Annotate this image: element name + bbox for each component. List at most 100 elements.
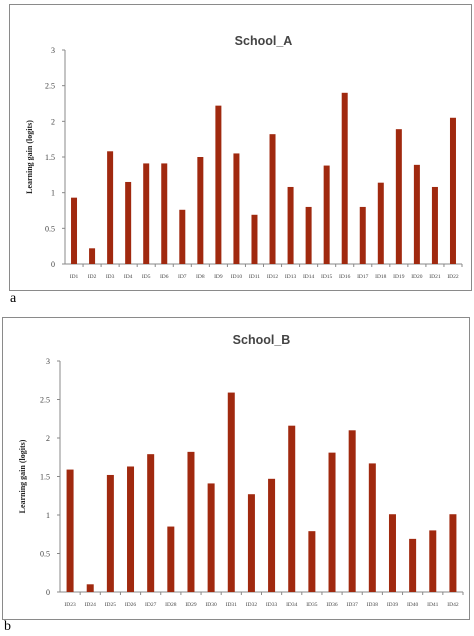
bar-chart-school-b: School_B Learning gain (logits) 0 0.5 1 1.5 2 2… bbox=[18, 333, 464, 608]
bar-id25 bbox=[106, 474, 114, 592]
x-tick-label: ID1 bbox=[70, 274, 79, 280]
chart-panel-school-b: School_B Learning gain (logits) 0 0.5 1 1.5 2 2… bbox=[2, 317, 470, 620]
bar-id10 bbox=[233, 153, 240, 264]
bar-id5 bbox=[143, 163, 150, 264]
x-tick-label: ID26 bbox=[125, 602, 137, 608]
x-tick-label: ID28 bbox=[165, 602, 177, 608]
y-tick-label: 2.5 bbox=[40, 396, 50, 405]
y-tick-label: 0 bbox=[51, 260, 55, 269]
panel-label-b: b bbox=[4, 619, 11, 634]
bar-id2 bbox=[89, 248, 96, 264]
bar-id24 bbox=[86, 584, 94, 592]
bar-id15 bbox=[323, 165, 330, 264]
x-tick-label: ID42 bbox=[447, 602, 459, 608]
x-tick-label: ID19 bbox=[393, 274, 405, 280]
x-tick-label: ID30 bbox=[205, 602, 217, 608]
bar-id30 bbox=[207, 483, 215, 592]
x-tick-label: ID41 bbox=[427, 602, 439, 608]
bar-id4 bbox=[125, 181, 132, 264]
x-tick-label: ID12 bbox=[267, 274, 279, 280]
y-tick-label: 3 bbox=[51, 46, 55, 55]
x-tick-label: ID38 bbox=[367, 602, 379, 608]
bar-id13 bbox=[287, 186, 294, 264]
bar-id36 bbox=[328, 452, 336, 592]
bar-id39 bbox=[388, 514, 396, 592]
panel-label-a: a bbox=[10, 291, 17, 306]
bar-id28 bbox=[167, 526, 175, 592]
x-tick-label: ID33 bbox=[266, 602, 278, 608]
y-tick-label: 0.5 bbox=[45, 224, 55, 233]
x-tick-label: ID35 bbox=[306, 602, 318, 608]
y-axis-label: Learning gain (logits) bbox=[18, 439, 27, 513]
x-tick-label: ID14 bbox=[303, 274, 315, 280]
bar-id21 bbox=[431, 186, 438, 264]
y-tick-label: 2.5 bbox=[45, 82, 55, 91]
bar-id40 bbox=[409, 538, 417, 592]
bar-id19 bbox=[395, 129, 402, 264]
x-tick-label: ID2 bbox=[88, 274, 97, 280]
x-tick-label: ID24 bbox=[85, 602, 97, 608]
chart-title: School_B bbox=[233, 333, 291, 347]
x-tick-label: ID22 bbox=[447, 274, 459, 280]
x-tick-label: ID16 bbox=[339, 274, 351, 280]
x-tick-label: ID6 bbox=[160, 274, 169, 280]
x-tick-label: ID5 bbox=[142, 274, 151, 280]
x-tick-label: ID25 bbox=[105, 602, 117, 608]
x-tick-label: ID4 bbox=[124, 274, 133, 280]
x-tick-label: ID3 bbox=[106, 274, 115, 280]
bar-chart-school-a: School_A Learning gain (logits) 0 0.5 1 1.5 2 2… bbox=[25, 34, 463, 280]
x-tick-label: ID8 bbox=[196, 274, 205, 280]
x-tick-label: ID31 bbox=[226, 602, 238, 608]
bar-id22 bbox=[449, 117, 456, 265]
bar-id38 bbox=[368, 463, 376, 592]
y-tick-label: 3 bbox=[46, 357, 50, 366]
bar-id27 bbox=[147, 454, 155, 592]
y-tick-label: 1 bbox=[46, 511, 50, 520]
x-tick-label: ID34 bbox=[286, 602, 298, 608]
x-tick-label: ID13 bbox=[285, 274, 297, 280]
y-tick-label: 0 bbox=[46, 588, 50, 597]
bar-id11 bbox=[251, 214, 258, 264]
y-tick-label: 2 bbox=[51, 117, 55, 126]
bar-id17 bbox=[359, 206, 366, 264]
x-tick-label: ID17 bbox=[357, 274, 369, 280]
bar-id14 bbox=[305, 206, 312, 264]
chart-panel-school-a: School_A Learning gain (logits) 0 0.5 1 1.5 2 2… bbox=[9, 4, 472, 291]
y-tick-label: 0.5 bbox=[40, 550, 50, 559]
bar-id33 bbox=[268, 478, 276, 592]
x-tick-label: ID15 bbox=[321, 274, 333, 280]
bar-id16 bbox=[341, 92, 348, 264]
x-tick-label: ID27 bbox=[145, 602, 157, 608]
chart-title: School_A bbox=[235, 34, 293, 48]
bar-id20 bbox=[413, 164, 420, 264]
x-tick-label: ID29 bbox=[185, 602, 197, 608]
y-tick-label: 1.5 bbox=[45, 153, 55, 162]
bar-id26 bbox=[127, 466, 135, 592]
bar-id8 bbox=[197, 157, 204, 264]
bar-id42 bbox=[449, 514, 457, 592]
y-tick-label: 1.5 bbox=[40, 473, 50, 482]
x-tick-label: ID9 bbox=[214, 274, 223, 280]
y-axis-label: Learning gain (logits) bbox=[25, 120, 34, 194]
y-tick-label: 1 bbox=[51, 189, 55, 198]
x-tick-label: ID10 bbox=[231, 274, 243, 280]
bar-id6 bbox=[161, 163, 168, 264]
x-tick-label: ID36 bbox=[326, 602, 338, 608]
bar-id32 bbox=[247, 494, 255, 592]
x-tick-label: ID37 bbox=[347, 602, 359, 608]
bar-id31 bbox=[227, 392, 235, 592]
bar-id3 bbox=[107, 151, 114, 264]
x-tick-label: ID11 bbox=[249, 274, 260, 280]
bar-id1 bbox=[71, 197, 78, 264]
bar-id35 bbox=[308, 531, 316, 592]
x-tick-label: ID21 bbox=[429, 274, 441, 280]
bar-id18 bbox=[377, 182, 384, 264]
bar-id12 bbox=[269, 134, 276, 264]
y-tick-label: 2 bbox=[46, 434, 50, 443]
bar-id41 bbox=[429, 530, 437, 592]
x-tick-label: ID23 bbox=[64, 602, 76, 608]
x-tick-label: ID18 bbox=[375, 274, 387, 280]
bar-id37 bbox=[348, 430, 356, 592]
bar-id7 bbox=[179, 209, 186, 264]
x-tick-label: ID7 bbox=[178, 274, 187, 280]
